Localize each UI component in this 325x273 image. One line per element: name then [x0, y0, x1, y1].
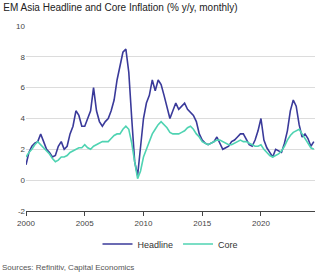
- svg-text:Core: Core: [218, 240, 238, 250]
- svg-text:10: 10: [16, 22, 25, 31]
- svg-text:Sources: Refinitiv, Capital Ec: Sources: Refinitiv, Capital Economics: [2, 263, 134, 272]
- svg-text:2015: 2015: [193, 219, 211, 228]
- svg-text:0: 0: [21, 176, 26, 185]
- svg-text:-2: -2: [18, 207, 26, 216]
- svg-text:8: 8: [21, 53, 26, 62]
- svg-text:2000: 2000: [17, 219, 35, 228]
- svg-text:Headline: Headline: [138, 240, 174, 250]
- svg-text:2010: 2010: [135, 219, 153, 228]
- svg-text:6: 6: [21, 83, 26, 92]
- svg-text:EM Asia Headline and Core Infl: EM Asia Headline and Core Inflation (% y…: [3, 2, 237, 13]
- svg-text:2020: 2020: [252, 219, 270, 228]
- svg-text:4: 4: [21, 114, 26, 123]
- svg-text:2: 2: [21, 145, 26, 154]
- svg-text:2005: 2005: [76, 219, 94, 228]
